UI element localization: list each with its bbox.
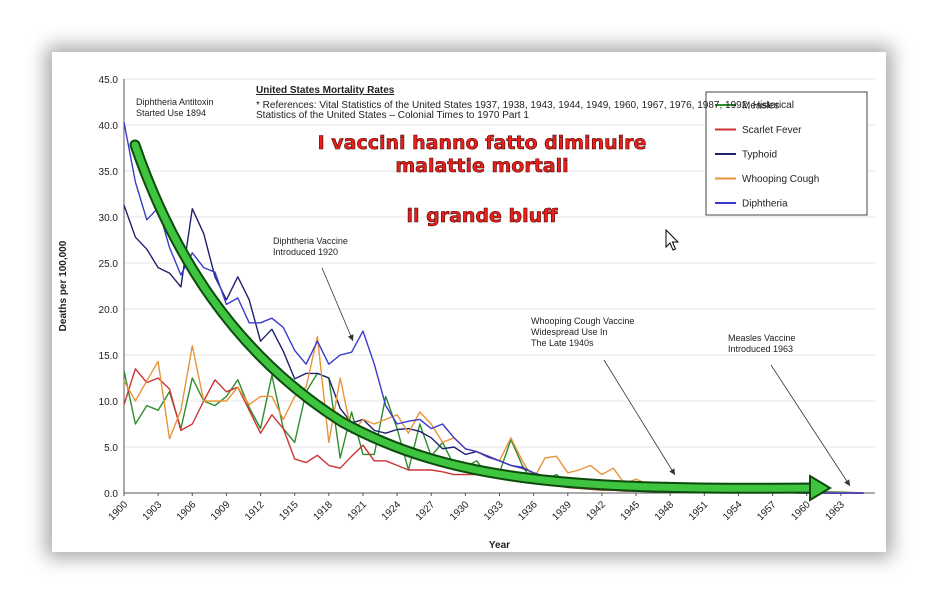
x-tick-label: 1909 — [209, 499, 233, 523]
chart-subtitle-line: * References: Vital Statistics of the Un… — [256, 100, 794, 111]
x-tick-label: 1924 — [380, 499, 404, 523]
y-tick-label: 35.0 — [99, 167, 119, 178]
overlay-text: il grande bluff — [406, 205, 558, 227]
x-tick-label: 1927 — [414, 499, 438, 523]
x-tick-label: 1948 — [653, 499, 677, 523]
annotation-arrow — [770, 364, 851, 487]
y-tick-label: 5.0 — [104, 443, 118, 454]
annotation-line: Whooping Cough Vaccine — [531, 316, 634, 326]
chart-frame: 0.0 5.0 10.0 15.0 20.0 25.0 30.0 35.0 40.0 45.0 19… — [52, 52, 886, 552]
legend-box — [705, 91, 868, 216]
x-tick-label: 1939 — [550, 499, 574, 523]
annotation-arrow — [603, 359, 676, 476]
annotation-line: Diphtheria Vaccine — [273, 236, 348, 246]
overlay-text: malattie mortali — [395, 155, 568, 177]
legend-label: Diphtheria — [742, 199, 788, 210]
y-axis-label: Deaths per 100,000 — [58, 240, 69, 331]
x-axis-label: Year — [489, 540, 510, 551]
y-tick-label: 40.0 — [99, 121, 119, 132]
green-arrow-body — [131, 141, 816, 492]
y-tick-label: 25.0 — [99, 259, 119, 270]
green-arrowhead — [809, 474, 832, 502]
chart-svg: 0.0 5.0 10.0 15.0 20.0 25.0 30.0 35.0 40.0 45.0 19… — [58, 75, 875, 551]
x-tick-label: 1951 — [687, 499, 711, 523]
annotation-line: Measles Vaccine — [728, 333, 795, 343]
y-tick-label: 20.0 — [99, 305, 119, 316]
y-tick-label: 45.0 — [99, 75, 119, 86]
x-tick-label: 1954 — [721, 499, 745, 523]
x-tick-label: 1942 — [585, 499, 609, 523]
x-tick-label: 1957 — [755, 499, 779, 523]
x-tick-label: 1912 — [243, 499, 267, 523]
legend-label: Measles — [742, 101, 779, 112]
x-tick-label: 1960 — [789, 499, 813, 523]
x-tick-label: 1903 — [141, 499, 165, 523]
annotation-line: Started Use 1894 — [136, 108, 206, 118]
legend-label: Typhoid — [742, 150, 777, 161]
x-tick-label: 1963 — [823, 499, 847, 523]
overlay-text: I vaccini hanno fatto diminuire — [318, 132, 647, 154]
y-tick-label: 30.0 — [99, 213, 119, 224]
legend-label: Whooping Cough — [742, 174, 819, 185]
x-tick-label: 1945 — [619, 499, 643, 523]
annotation-arrowhead — [669, 468, 675, 475]
y-tick-label: 0.0 — [104, 489, 118, 500]
mouse-cursor-icon — [665, 228, 680, 251]
x-tick-label: 1915 — [277, 499, 301, 523]
annotation-arrow — [321, 267, 354, 342]
x-tick-label: 1918 — [311, 499, 335, 523]
annotation-line: The Late 1940s — [531, 338, 594, 348]
chart-subtitle-line: Statistics of the United States – Coloni… — [256, 110, 529, 121]
x-tick-label: 1900 — [107, 499, 131, 523]
annotation-arrowhead — [347, 334, 354, 341]
y-tick-label: 15.0 — [99, 351, 119, 362]
annotation-line: Introduced 1963 — [728, 344, 793, 354]
annotation-line: Diphtheria Antitoxin — [136, 97, 214, 107]
x-tick-label: 1921 — [346, 499, 370, 523]
annotation-line: Introduced 1920 — [273, 247, 338, 257]
annotation-arrowhead — [844, 479, 850, 486]
annotation-line: Widespread Use In — [531, 327, 608, 337]
x-tick-label: 1930 — [448, 499, 472, 523]
series-line-whooping-cough — [123, 335, 864, 494]
chart-title: United States Mortality Rates — [256, 85, 395, 96]
x-tick-label: 1936 — [516, 499, 540, 523]
x-tick-label: 1933 — [482, 499, 506, 523]
y-tick-label: 10.0 — [99, 397, 119, 408]
legend-label: Scarlet Fever — [742, 125, 802, 136]
x-tick-label: 1906 — [175, 499, 199, 523]
